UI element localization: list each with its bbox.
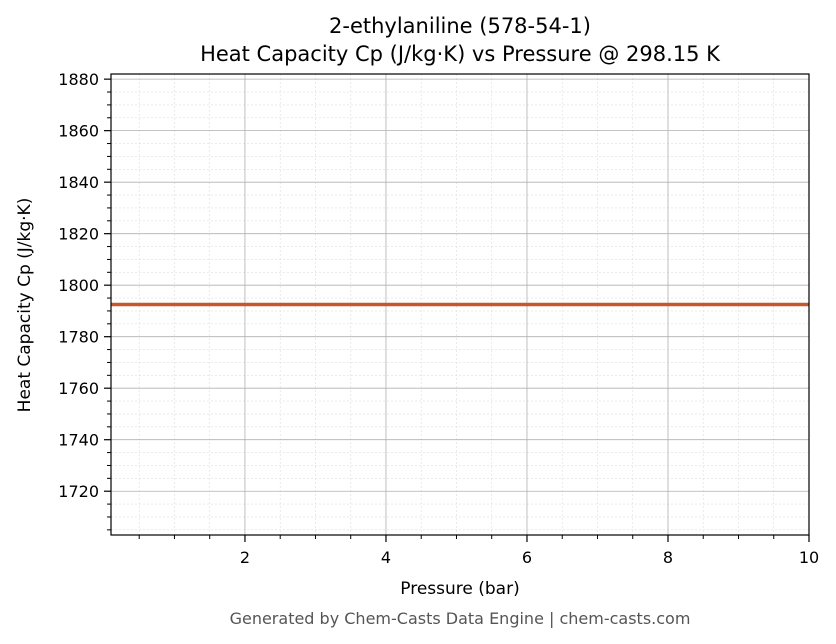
chart-title-line2: Heat Capacity Cp (J/kg·K) vs Pressure @ …: [200, 42, 721, 66]
x-tick-label: 10: [799, 548, 819, 567]
y-tick-label: 1820: [58, 225, 99, 244]
plot-frame: [110, 73, 810, 536]
x-tick-label: 2: [240, 548, 250, 567]
y-axis: 1720 1740 1760 1780 1800 1820 1840 1860 1880: [58, 70, 111, 531]
y-tick-label: 1860: [58, 122, 99, 141]
chart-title-line1: 2-ethylaniline (578-54-1): [329, 14, 591, 38]
x-tick-label: 4: [381, 548, 391, 567]
x-tick-label: 6: [522, 548, 532, 567]
y-tick-label: 1720: [58, 482, 99, 501]
y-tick-label: 1740: [58, 431, 99, 450]
y-axis-label: Heat Capacity Cp (J/kg·K): [15, 198, 35, 413]
x-axis: 2 4 6 8 10: [138, 535, 819, 567]
y-tick-label: 1880: [58, 70, 99, 89]
x-axis-label: Pressure (bar): [400, 579, 519, 599]
y-tick-label: 1800: [58, 276, 99, 295]
minor-grid: [111, 74, 809, 535]
x-tick-label: 8: [663, 548, 673, 567]
footer-credit: Generated by Chem-Casts Data Engine | ch…: [230, 609, 691, 628]
y-tick-label: 1840: [58, 173, 99, 192]
y-tick-label: 1760: [58, 379, 99, 398]
y-tick-label: 1780: [58, 328, 99, 347]
major-grid: [111, 74, 809, 535]
